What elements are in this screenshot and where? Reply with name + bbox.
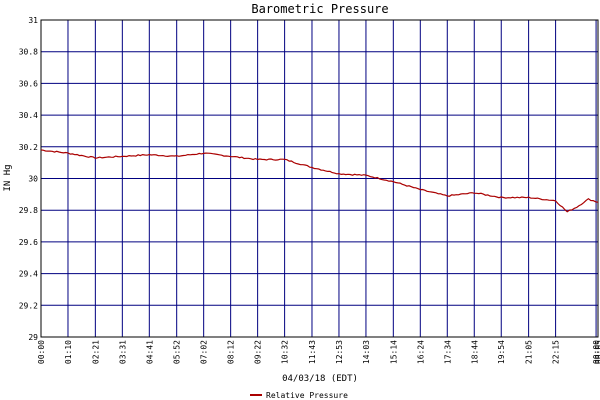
x-tick-label: 17:34 [443,340,452,364]
y-tick-label: 30.4 [19,111,38,120]
legend-label: Relative Pressure [266,391,348,400]
x-tick-label: 19:54 [497,340,506,364]
y-tick-label: 30.2 [19,143,38,152]
series-line-relative-pressure [40,149,599,213]
x-tick-label: 14:03 [362,340,371,364]
y-axis-ticks: 31 30.8 30.6 30.4 30.2 30 29.8 29.6 29.4 29.2 29 [19,16,38,342]
chart-grid [40,19,599,338]
x-tick-label: 00:00 [592,340,600,364]
y-tick-label: 31 [28,16,38,25]
y-tick-label: 29.4 [19,270,38,279]
x-tick-label: 00:05 [594,340,600,364]
x-tick-label: 02:21 [91,340,100,364]
x-axis-ticks: 00:00 01:10 02:21 03:31 04:41 05:52 07:02 08:12… [37,340,600,364]
x-tick-label: 08:12 [227,340,236,364]
x-tick-label: 15:14 [389,340,398,364]
y-tick-label: 30.6 [19,79,38,88]
x-axis-label: 04/03/18 (EDT) [282,374,358,384]
x-tick-label: 16:24 [416,340,425,364]
plot-frame [40,19,599,338]
y-tick-label: 29.6 [19,238,38,247]
y-axis-label: IN Hg [3,164,13,191]
x-tick-label: 04:41 [145,340,154,364]
chart-title: Barometric Pressure [251,2,388,16]
y-tick-label: 29 [28,333,38,342]
x-tick-label: 12:53 [335,340,344,364]
legend: Relative Pressure [250,391,348,400]
x-tick-label: 21:05 [525,340,534,364]
y-tick-label: 29.2 [19,301,38,310]
x-tick-label: 11:43 [308,340,317,364]
x-tick-label: 22:15 [552,340,561,364]
x-tick-label: 09:22 [254,340,263,364]
y-tick-label: 30 [28,175,38,184]
x-tick-label: 10:32 [281,340,290,364]
x-tick-label: 01:10 [64,340,73,364]
y-tick-label: 29.8 [19,206,38,215]
y-tick-label: 30.8 [19,48,38,57]
x-tick-label: 00:00 [37,340,46,364]
x-tick-label: 03:31 [118,340,127,364]
x-tick-label: 05:52 [173,340,182,364]
x-tick-label: 18:44 [470,340,479,364]
x-tick-label: 07:02 [200,340,209,364]
